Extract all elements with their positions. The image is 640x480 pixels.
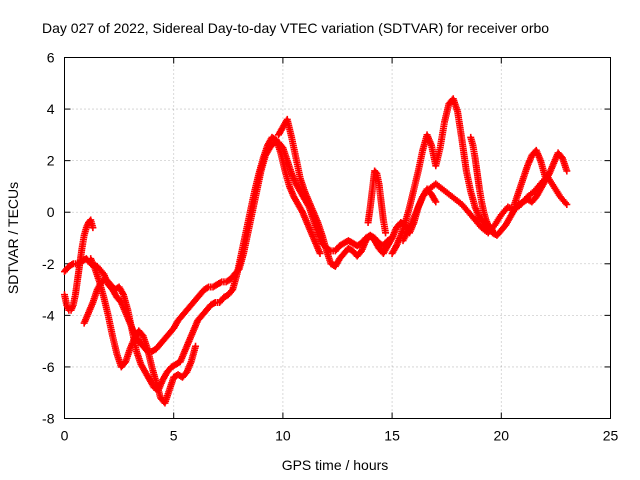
x-axis-title: GPS time / hours	[282, 457, 389, 473]
series-track-h	[399, 172, 571, 245]
y-tick-label: -6	[42, 359, 55, 375]
y-tick-label: -4	[42, 307, 55, 323]
axis-ticks	[64, 57, 611, 419]
y-tick-label: -2	[42, 256, 55, 272]
series-track-c	[80, 133, 324, 394]
data-point	[372, 168, 380, 176]
chart-title: Day 027 of 2022, Sidereal Day-to-day VTE…	[42, 20, 549, 36]
data-point	[432, 198, 440, 206]
data-point	[68, 261, 76, 269]
series-track-j	[510, 146, 549, 208]
data-point	[210, 299, 218, 307]
data-point	[541, 172, 549, 180]
series-track-d	[87, 255, 200, 407]
data-point	[203, 284, 211, 292]
y-axis-title: SDTVAR / TECUs	[5, 182, 21, 294]
x-tick-label: 0	[61, 428, 69, 444]
x-tick-label: 10	[275, 428, 291, 444]
x-tick-label: 5	[170, 428, 178, 444]
y-tick-label: 6	[47, 50, 55, 66]
y-tick-labels: -8 -6 -4 -2 0 2 4 6	[42, 50, 55, 427]
x-tick-label: 25	[603, 428, 619, 444]
series-track-a	[61, 139, 396, 355]
series-track-i	[467, 133, 497, 234]
data-point	[216, 279, 224, 287]
y-tick-label: 4	[47, 101, 55, 117]
series-track-b	[61, 216, 97, 314]
data-point	[316, 249, 324, 257]
data-point	[563, 200, 571, 208]
y-tick-label: -8	[42, 411, 55, 427]
x-tick-label: 15	[384, 428, 400, 444]
data-point	[382, 229, 390, 237]
data-point	[563, 167, 571, 175]
plot-frame	[64, 57, 611, 419]
x-tick-labels: 0 5 10 15 20 25	[61, 428, 619, 444]
data-points	[61, 95, 571, 407]
y-tick-label: 0	[47, 204, 55, 220]
data-point	[487, 225, 495, 233]
data-point	[192, 342, 200, 350]
x-tick-label: 20	[494, 428, 510, 444]
grid	[64, 57, 611, 419]
y-tick-label: 2	[47, 153, 55, 169]
data-point	[489, 226, 497, 234]
series-track-f	[364, 167, 390, 237]
data-point	[89, 224, 97, 232]
